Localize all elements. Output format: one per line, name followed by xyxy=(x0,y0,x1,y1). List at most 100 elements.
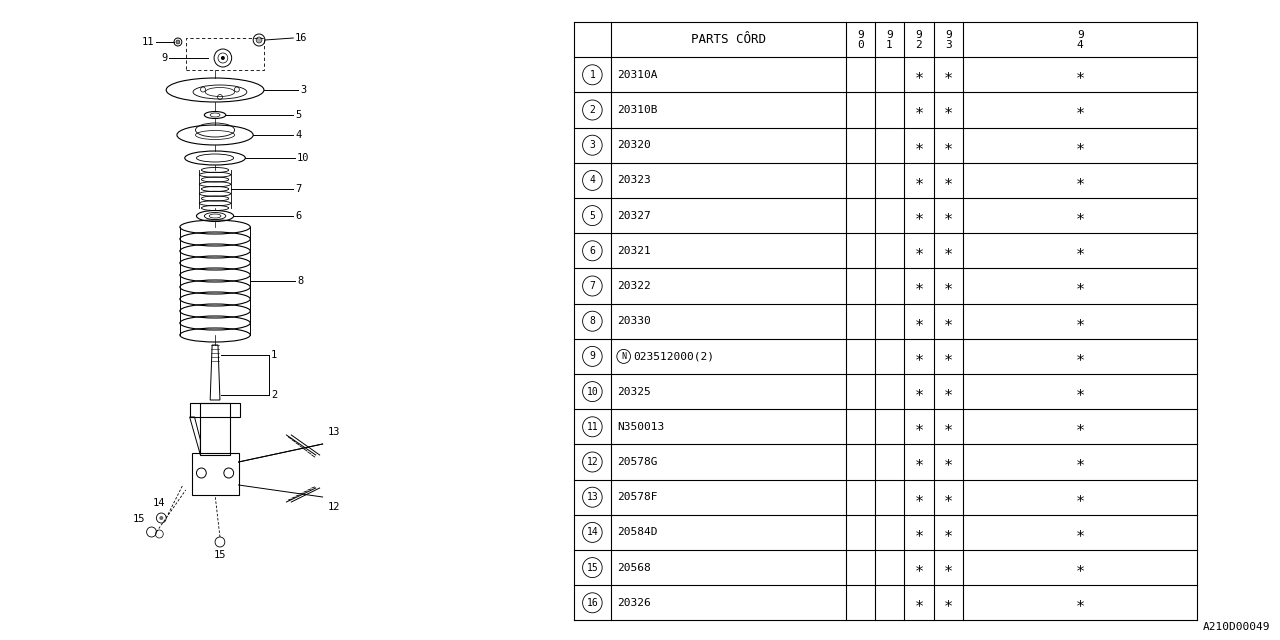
Text: ∗: ∗ xyxy=(914,560,923,575)
Text: ∗: ∗ xyxy=(943,560,952,575)
Text: PARTS CÔRD: PARTS CÔRD xyxy=(691,33,765,46)
Text: 20326: 20326 xyxy=(617,598,650,608)
Text: 15: 15 xyxy=(586,563,598,573)
Text: ∗: ∗ xyxy=(914,102,923,118)
Text: 0: 0 xyxy=(856,40,864,50)
Text: 5: 5 xyxy=(296,110,302,120)
Text: 5: 5 xyxy=(590,211,595,221)
Text: ∗: ∗ xyxy=(943,525,952,540)
Text: ∗: ∗ xyxy=(914,243,923,259)
Text: 1: 1 xyxy=(886,40,893,50)
Text: 6: 6 xyxy=(296,211,302,221)
Text: 9: 9 xyxy=(590,351,595,362)
Text: ∗: ∗ xyxy=(1075,278,1084,294)
Text: 9: 9 xyxy=(856,29,864,40)
Text: 9: 9 xyxy=(915,29,923,40)
Text: 9: 9 xyxy=(161,53,168,63)
Text: ∗: ∗ xyxy=(1075,102,1084,118)
Text: ∗: ∗ xyxy=(1075,349,1084,364)
Text: 2: 2 xyxy=(590,105,595,115)
Text: ∗: ∗ xyxy=(914,349,923,364)
Text: N350013: N350013 xyxy=(617,422,664,432)
Text: A210D00049: A210D00049 xyxy=(1202,622,1270,632)
Text: ∗: ∗ xyxy=(1075,67,1084,83)
Text: ∗: ∗ xyxy=(1075,490,1084,505)
Text: 6: 6 xyxy=(590,246,595,256)
Text: 3: 3 xyxy=(590,140,595,150)
Text: ∗: ∗ xyxy=(914,173,923,188)
Text: 20322: 20322 xyxy=(617,281,650,291)
Text: 11: 11 xyxy=(586,422,598,432)
Text: ∗: ∗ xyxy=(1075,208,1084,223)
Text: 1: 1 xyxy=(271,350,276,360)
Text: ∗: ∗ xyxy=(943,173,952,188)
Text: ∗: ∗ xyxy=(1075,525,1084,540)
Text: N: N xyxy=(621,352,626,361)
Text: ∗: ∗ xyxy=(1075,454,1084,470)
Text: ∗: ∗ xyxy=(943,490,952,505)
Text: ∗: ∗ xyxy=(943,102,952,118)
Text: 14: 14 xyxy=(154,498,165,508)
Text: 4: 4 xyxy=(1076,40,1084,50)
Text: 12: 12 xyxy=(328,502,340,512)
Text: 4: 4 xyxy=(296,130,302,140)
Text: ∗: ∗ xyxy=(943,314,952,329)
Circle shape xyxy=(221,56,225,60)
Text: 20323: 20323 xyxy=(617,175,650,186)
Text: 20568: 20568 xyxy=(617,563,650,573)
Text: 20320: 20320 xyxy=(617,140,650,150)
Text: ∗: ∗ xyxy=(943,138,952,153)
Text: ∗: ∗ xyxy=(914,419,923,435)
Text: 2: 2 xyxy=(271,390,276,400)
Text: ∗: ∗ xyxy=(914,314,923,329)
Text: ∗: ∗ xyxy=(914,138,923,153)
Text: ∗: ∗ xyxy=(914,490,923,505)
Text: 16: 16 xyxy=(296,33,307,43)
Text: ∗: ∗ xyxy=(1075,314,1084,329)
Text: ∗: ∗ xyxy=(914,595,923,611)
Text: ∗: ∗ xyxy=(1075,560,1084,575)
Text: ∗: ∗ xyxy=(943,349,952,364)
Text: 13: 13 xyxy=(586,492,598,502)
Text: 3: 3 xyxy=(300,85,306,95)
Text: ∗: ∗ xyxy=(914,525,923,540)
Text: 9: 9 xyxy=(886,29,893,40)
Text: 20578G: 20578G xyxy=(617,457,658,467)
Text: 20310B: 20310B xyxy=(617,105,658,115)
Text: 20584D: 20584D xyxy=(617,527,658,538)
Text: 12: 12 xyxy=(586,457,598,467)
Text: ∗: ∗ xyxy=(943,243,952,259)
Text: ∗: ∗ xyxy=(914,67,923,83)
Text: 8: 8 xyxy=(590,316,595,326)
Text: 13: 13 xyxy=(328,427,340,437)
Text: 20327: 20327 xyxy=(617,211,650,221)
Text: 20321: 20321 xyxy=(617,246,650,256)
Text: ∗: ∗ xyxy=(1075,595,1084,611)
Text: ∗: ∗ xyxy=(943,454,952,470)
Text: ∗: ∗ xyxy=(943,67,952,83)
Text: ∗: ∗ xyxy=(943,384,952,399)
Text: 7: 7 xyxy=(296,184,302,194)
Text: 2: 2 xyxy=(915,40,923,50)
Text: 20330: 20330 xyxy=(617,316,650,326)
Text: 3: 3 xyxy=(945,40,951,50)
Text: 10: 10 xyxy=(586,387,598,397)
Text: 1: 1 xyxy=(590,70,595,80)
Text: ∗: ∗ xyxy=(943,208,952,223)
Text: ∗: ∗ xyxy=(914,208,923,223)
Text: 14: 14 xyxy=(586,527,598,538)
Text: ∗: ∗ xyxy=(914,278,923,294)
Circle shape xyxy=(256,37,262,43)
Text: ∗: ∗ xyxy=(914,384,923,399)
Text: 7: 7 xyxy=(590,281,595,291)
Ellipse shape xyxy=(210,113,220,117)
Circle shape xyxy=(159,516,164,520)
Circle shape xyxy=(175,40,180,44)
Text: ∗: ∗ xyxy=(943,419,952,435)
Text: ∗: ∗ xyxy=(1075,243,1084,259)
Text: 9: 9 xyxy=(945,29,951,40)
Text: ∗: ∗ xyxy=(1075,384,1084,399)
Text: ∗: ∗ xyxy=(1075,138,1084,153)
Text: 10: 10 xyxy=(297,153,310,163)
Text: 16: 16 xyxy=(586,598,598,608)
